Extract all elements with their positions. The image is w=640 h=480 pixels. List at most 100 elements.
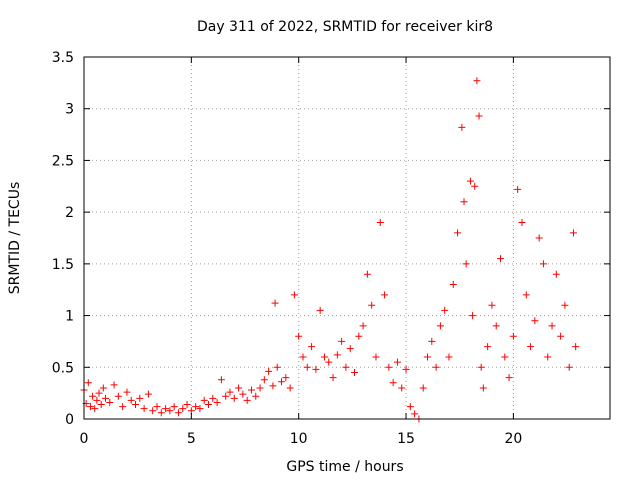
data-point xyxy=(95,389,103,397)
data-point xyxy=(86,403,94,411)
data-point xyxy=(119,403,127,411)
data-point xyxy=(535,234,543,242)
data-point xyxy=(282,374,290,382)
data-point xyxy=(385,363,393,371)
data-point xyxy=(473,77,481,85)
data-point xyxy=(342,363,350,371)
data-point xyxy=(136,394,144,402)
data-point xyxy=(419,384,427,392)
data-point xyxy=(488,301,496,309)
data-point xyxy=(402,365,410,373)
data-point xyxy=(183,401,191,409)
y-tick-label: 3.5 xyxy=(52,50,74,66)
data-point xyxy=(432,363,440,371)
data-point xyxy=(381,291,389,299)
data-point xyxy=(359,322,367,330)
data-point xyxy=(351,368,359,376)
data-point xyxy=(411,410,419,418)
data-point xyxy=(522,291,530,299)
data-point xyxy=(477,363,485,371)
data-point xyxy=(355,332,363,340)
data-point xyxy=(149,407,157,415)
data-point xyxy=(454,229,462,237)
data-point xyxy=(527,343,535,351)
data-point xyxy=(484,343,492,351)
y-tick-label: 2 xyxy=(65,205,74,221)
data-point xyxy=(428,337,436,345)
data-point xyxy=(329,374,337,382)
x-tick-label: 20 xyxy=(504,431,522,447)
data-point xyxy=(239,390,247,398)
data-point xyxy=(256,384,264,392)
data-point xyxy=(333,351,341,359)
data-point xyxy=(200,396,208,404)
data-point xyxy=(265,367,273,375)
data-point xyxy=(462,260,470,268)
data-point xyxy=(140,405,148,413)
data-point xyxy=(445,353,453,361)
data-point xyxy=(235,384,243,392)
data-point xyxy=(346,345,354,353)
y-tick-label: 0 xyxy=(65,412,74,428)
data-point xyxy=(99,384,107,392)
data-point xyxy=(271,299,279,307)
data-point xyxy=(269,382,277,390)
x-axis-label: GPS time / hours xyxy=(286,459,403,475)
data-point xyxy=(325,358,333,366)
y-tick-label: 1 xyxy=(65,309,74,325)
data-point xyxy=(531,317,539,325)
data-point xyxy=(471,182,479,190)
data-point xyxy=(441,306,449,314)
x-tick-label: 10 xyxy=(290,431,308,447)
data-point xyxy=(492,322,500,330)
data-point xyxy=(449,281,457,289)
data-point xyxy=(127,396,135,404)
data-point xyxy=(295,332,303,340)
data-point xyxy=(436,322,444,330)
axis-ticks: 0 5 10 15 20 0 0.5 1 1.5 2 2.5 3 3.5 xyxy=(52,50,610,447)
data-point xyxy=(505,374,513,382)
data-point xyxy=(196,405,204,413)
data-point xyxy=(170,403,178,411)
data-point xyxy=(153,403,161,411)
data-point xyxy=(389,379,397,387)
data-point xyxy=(368,301,376,309)
data-point xyxy=(561,301,569,309)
chart-title: Day 311 of 2022, SRMTID for receiver kir… xyxy=(197,19,493,35)
data-point xyxy=(226,388,234,396)
data-point xyxy=(303,363,311,371)
data-point xyxy=(316,306,324,314)
plot-area xyxy=(84,57,610,419)
data-point xyxy=(106,398,114,406)
data-point xyxy=(299,353,307,361)
data-point xyxy=(320,353,328,361)
data-point xyxy=(132,401,140,409)
data-point xyxy=(544,353,552,361)
data-point xyxy=(372,353,380,361)
data-point xyxy=(518,218,526,226)
data-point xyxy=(123,388,131,396)
grid-lines xyxy=(84,57,610,419)
data-point xyxy=(552,270,560,278)
data-point xyxy=(174,409,182,417)
data-point xyxy=(338,337,346,345)
data-point xyxy=(217,376,225,384)
x-tick-label: 0 xyxy=(80,431,89,447)
data-point xyxy=(209,394,217,402)
data-point xyxy=(260,376,268,384)
data-point xyxy=(479,384,487,392)
y-axis-label: SRMTID / TECUs xyxy=(7,182,23,295)
data-point xyxy=(308,343,316,351)
data-point xyxy=(247,386,255,394)
data-point xyxy=(475,112,483,120)
data-point xyxy=(548,322,556,330)
y-tick-label: 3 xyxy=(65,102,74,118)
data-point xyxy=(290,291,298,299)
data-point xyxy=(93,396,101,404)
data-point xyxy=(205,401,213,409)
data-points xyxy=(80,77,580,423)
data-point xyxy=(501,353,509,361)
data-point xyxy=(243,396,251,404)
data-point xyxy=(278,378,286,386)
y-tick-label: 0.5 xyxy=(52,360,74,376)
